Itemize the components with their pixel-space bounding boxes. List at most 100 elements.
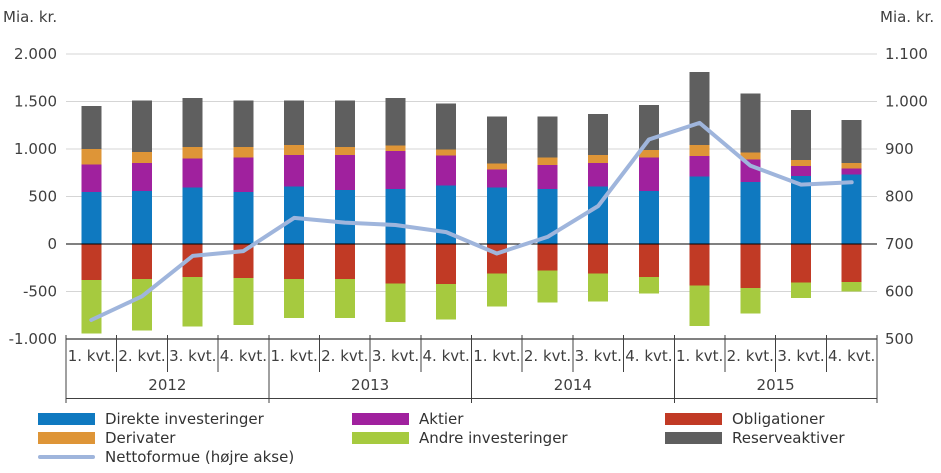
bar-segment — [182, 244, 203, 277]
bar-segment — [486, 273, 507, 307]
legend-label: Obligationer — [732, 410, 825, 428]
bar-segment — [486, 163, 507, 170]
legend-label: Derivater — [105, 429, 176, 447]
bar-segment — [486, 187, 507, 244]
bar-segment — [284, 279, 305, 319]
right-axis-tick-label: 700 — [885, 235, 914, 253]
bar-segment — [790, 244, 811, 283]
bar-segment — [81, 280, 102, 334]
bar-segment — [689, 176, 710, 244]
bar-segment — [689, 145, 710, 157]
legend-swatch-reserveaktiver — [665, 432, 722, 444]
quarter-label: 1. kvt. — [676, 347, 723, 365]
bar-segment — [132, 162, 153, 191]
bar-segment — [689, 72, 710, 146]
quarter-label: 2. kvt. — [524, 347, 571, 365]
stacked-bar-line-chart: 2.000 1.500 1.000 500 0 -500 -1.000 1.100 1.000 9… — [9, 45, 928, 403]
quarter-label: 3. kvt. — [777, 347, 824, 365]
bar-segment — [790, 159, 811, 167]
bar-segment — [740, 181, 761, 244]
bar-segment — [81, 192, 102, 244]
bar-segment — [182, 98, 203, 148]
right-axis-tick-label: 1.100 — [885, 45, 928, 63]
bar-segment — [334, 100, 355, 148]
bar-segment — [132, 190, 153, 244]
legend-swatch-derivater — [38, 432, 95, 444]
bar-segment — [182, 158, 203, 188]
bar-segment — [182, 187, 203, 244]
bar-segment — [638, 190, 659, 244]
legend-label: Andre investeringer — [419, 429, 568, 447]
legend-item-obligationer: Obligationer — [665, 410, 825, 428]
left-axis-tick-label: 0 — [47, 235, 57, 253]
bar-segment — [537, 270, 558, 303]
year-label: 2012 — [148, 376, 186, 394]
quarter-label: 4. kvt. — [220, 347, 267, 365]
bar-segment — [537, 244, 558, 271]
bar-segment — [81, 105, 102, 149]
right-axis-tick-label: 800 — [885, 188, 914, 206]
bar-segment — [233, 100, 254, 148]
bar-segment — [182, 276, 203, 327]
bar-segment — [132, 244, 153, 280]
year-label: 2014 — [554, 376, 592, 394]
left-axis-tick-label: -500 — [23, 283, 57, 301]
bar-segment — [385, 145, 406, 151]
bar-segment — [233, 191, 254, 244]
bar-segment — [486, 116, 507, 164]
bar-segment — [790, 176, 811, 244]
bar-segment — [638, 244, 659, 277]
quarter-label: 4. kvt. — [625, 347, 672, 365]
bar-segment — [638, 149, 659, 158]
bar-segment — [436, 155, 457, 186]
nettoformue-line — [89, 120, 854, 322]
bar-segment — [334, 279, 355, 319]
bar-segment — [385, 98, 406, 146]
bar-segment — [233, 278, 254, 326]
quarter-label: 3. kvt. — [372, 347, 419, 365]
bar-segment — [537, 116, 558, 158]
legend-item-aktier: Aktier — [352, 410, 464, 428]
legend-swatch-direkte-investeringer — [38, 413, 95, 425]
quarter-label: 1. kvt. — [473, 347, 520, 365]
bar-segment — [334, 147, 355, 156]
bar-segment — [537, 157, 558, 166]
quarter-label: 1. kvt. — [270, 347, 317, 365]
bar-segment — [841, 120, 862, 163]
right-axis-tick-label: 900 — [885, 140, 914, 158]
left-axis-tick-label: 2.000 — [14, 45, 57, 63]
bar-segment — [588, 244, 609, 274]
bar-segment — [790, 110, 811, 160]
bar-segment — [537, 165, 558, 189]
bar-segment — [233, 147, 254, 158]
bar-segment — [841, 174, 862, 244]
bar-segment — [638, 104, 659, 150]
year-label: 2015 — [757, 376, 795, 394]
quarter-label: 1. kvt. — [68, 347, 115, 365]
bar-segment — [182, 147, 203, 159]
year-label: 2013 — [351, 376, 389, 394]
legend-label: Direkte investeringer — [105, 410, 264, 428]
legend-item-reserveaktiver: Reserveaktiver — [665, 429, 845, 447]
bar-segment — [689, 156, 710, 177]
bar-segment — [588, 113, 609, 156]
legend-label: Aktier — [419, 410, 464, 428]
legend-swatch-nettoformue-line — [38, 455, 95, 459]
legend-swatch-obligationer — [665, 413, 722, 425]
bar-segment — [334, 189, 355, 244]
left-axis-tick-label: 1.000 — [14, 140, 57, 158]
bar-segment — [81, 149, 102, 165]
right-axis-unit-label: Mia. kr. — [880, 8, 935, 26]
bar-segment — [436, 244, 457, 284]
quarter-label: 2. kvt. — [727, 347, 774, 365]
bar-segment — [740, 159, 761, 182]
bar-segment — [385, 150, 406, 189]
bar-segment — [537, 188, 558, 244]
left-axis-unit-label: Mia. kr. — [3, 8, 58, 26]
legend-item-andre-investeringer: Andre investeringer — [352, 429, 568, 447]
bar-segment — [334, 155, 355, 190]
quarter-label: 3. kvt. — [575, 347, 622, 365]
bar-segment — [486, 169, 507, 188]
quarter-label: 4. kvt. — [828, 347, 875, 365]
bar-segment — [81, 164, 102, 193]
